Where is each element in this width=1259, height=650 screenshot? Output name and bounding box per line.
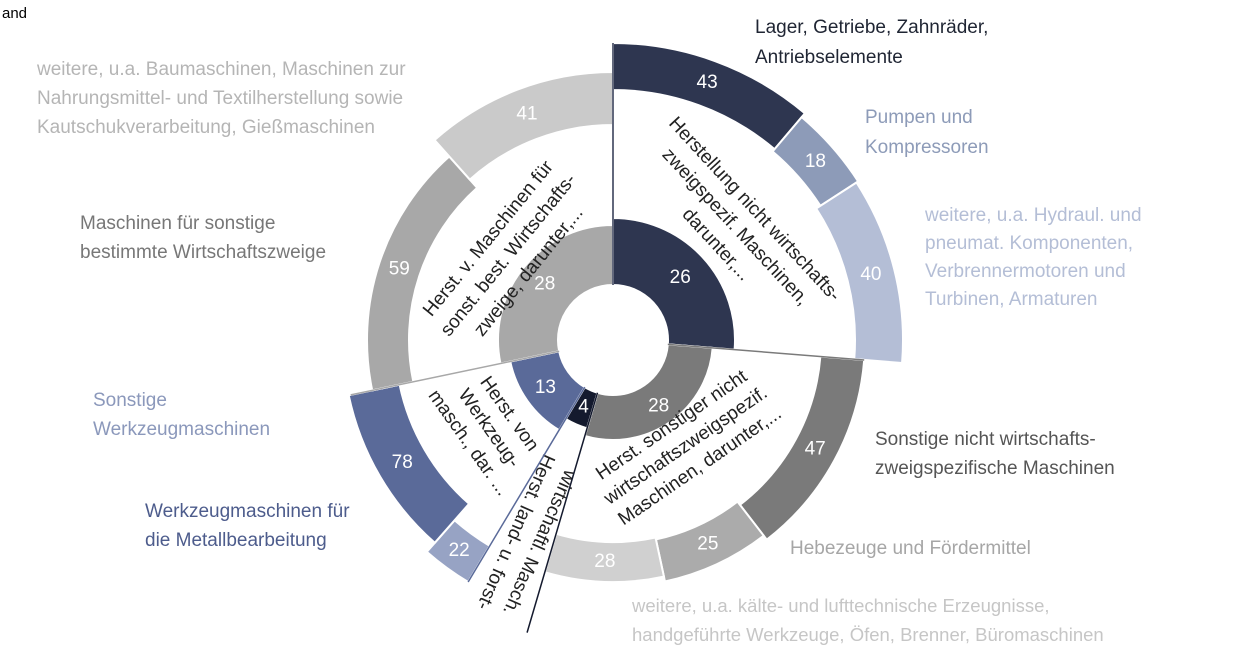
child-label: Verbrennermotoren und xyxy=(925,261,1126,282)
value-label: 13 xyxy=(535,377,556,398)
child-label: Turbinen, Armaturen xyxy=(925,289,1098,310)
child-label: weitere, u.a. kälte- und lufttechnische … xyxy=(631,595,1050,616)
separator xyxy=(350,350,560,396)
child-segment xyxy=(433,70,614,181)
value-label: 47 xyxy=(805,439,826,460)
value-label: 18 xyxy=(805,151,826,172)
child-label: die Metallbearbeitung xyxy=(145,530,327,551)
child-label: Hebezeuge und Fördermittel xyxy=(790,538,1031,559)
group-segment xyxy=(583,343,714,441)
value-label: 28 xyxy=(594,551,615,572)
value-label: 4 xyxy=(578,396,589,417)
value-label: 59 xyxy=(389,259,410,280)
value-label: 40 xyxy=(860,264,881,285)
group-segment xyxy=(497,223,614,365)
value-label: 28 xyxy=(534,274,555,295)
child-label: weitere, u.a. Hydraul. und xyxy=(924,205,1142,226)
child-label: Kompressoren xyxy=(865,137,989,158)
child-label: weitere, u.a. Baumaschinen, Maschinen zu… xyxy=(36,59,406,80)
separator xyxy=(667,343,865,361)
child-label: Werkzeugmaschinen für xyxy=(145,501,350,522)
child-label: Kautschukverarbeitung, Gießmaschinen xyxy=(37,117,375,138)
child-label: Nahrungsmittel- und Textilherstellung so… xyxy=(37,88,403,109)
child-label: zweigspezifische Maschinen xyxy=(875,458,1115,479)
child-label: handgeführte Werkzeuge, Öfen, Brenner, B… xyxy=(632,624,1104,645)
child-label: bestimmte Wirtschaftszweige xyxy=(80,242,326,263)
child-label: Maschinen für sonstige xyxy=(80,213,275,234)
child-label: Sonstige nicht wirtschafts- xyxy=(875,429,1096,450)
value-label: 25 xyxy=(697,534,718,555)
corner-text: and xyxy=(2,5,27,22)
child-label: Pumpen und xyxy=(865,107,973,128)
child-segment xyxy=(814,181,904,365)
child-label: Sonstige xyxy=(93,390,167,411)
value-label: 22 xyxy=(449,540,470,561)
child-label: Lager, Getriebe, Zahnräder, xyxy=(755,17,988,38)
separator xyxy=(467,386,586,583)
separator xyxy=(526,392,599,633)
child-label: pneumat. Komponenten, xyxy=(925,233,1133,254)
value-label: 43 xyxy=(697,72,718,93)
value-label: 26 xyxy=(670,267,691,288)
child-label: Werkzeugmaschinen xyxy=(93,419,270,440)
value-label: 41 xyxy=(516,103,537,124)
value-label: 78 xyxy=(392,452,413,473)
group-segment xyxy=(612,216,736,351)
child-label: Antriebselemente xyxy=(755,47,903,68)
value-label: 28 xyxy=(648,395,669,416)
